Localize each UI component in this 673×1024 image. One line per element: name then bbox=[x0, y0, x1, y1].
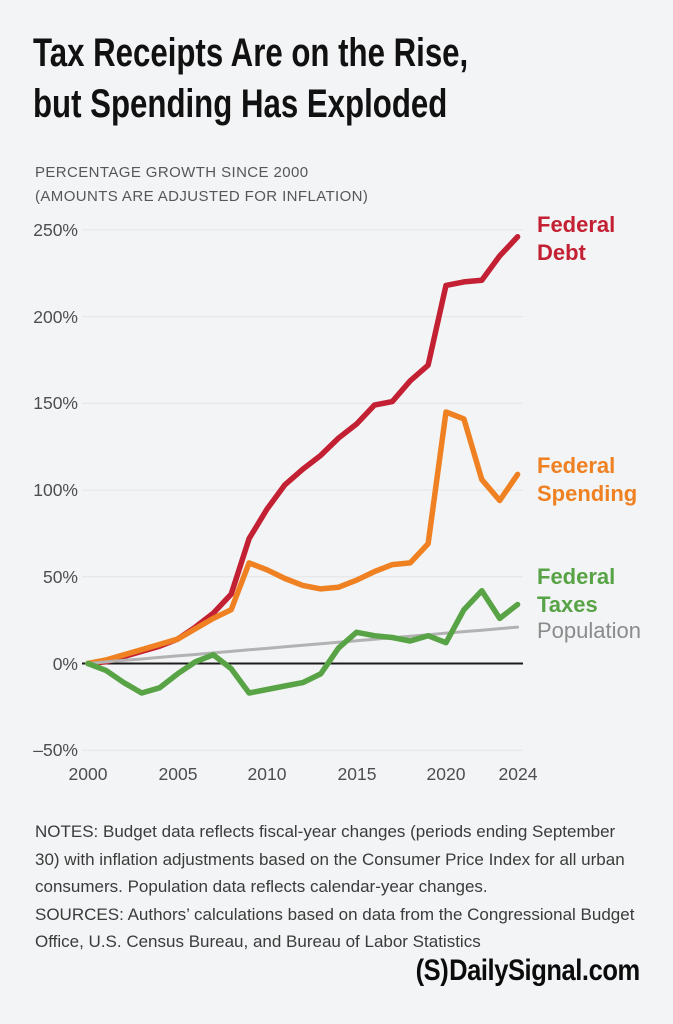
legend-label-line: Population bbox=[537, 618, 641, 643]
legend-population: Population bbox=[537, 617, 641, 645]
y-axis-tick-label: 250% bbox=[33, 219, 78, 240]
y-axis-tick-label: 150% bbox=[33, 393, 78, 414]
chart-subtitle: PERCENTAGE GROWTH SINCE 2000 (AMOUNTS AR… bbox=[35, 161, 368, 209]
legend-label-line: Spending bbox=[537, 481, 638, 506]
legend-label-line: Federal bbox=[537, 212, 616, 237]
y-axis-tick-label: 100% bbox=[33, 480, 78, 501]
legend-label-line: Taxes bbox=[537, 592, 598, 617]
x-axis-tick-label: 2000 bbox=[68, 764, 108, 784]
line-federal-spending bbox=[85, 409, 521, 667]
line-chart bbox=[82, 229, 523, 751]
chart-subtitle-line-2: (AMOUNTS ARE ADJUSTED FOR INFLATION) bbox=[35, 188, 369, 205]
daily-signal-s-icon: (S) bbox=[415, 954, 449, 987]
x-axis-tick-label: 2005 bbox=[158, 764, 198, 784]
daily-signal-logo: (S)DailySignal.com bbox=[415, 954, 641, 988]
legend-federal-spending: Federal Spending bbox=[537, 452, 637, 508]
legend-federal-taxes: Federal Taxes bbox=[537, 563, 615, 619]
notes-line: consumers. Population data reflects cale… bbox=[35, 877, 488, 896]
daily-signal-wordmark: DailySignal.com bbox=[449, 954, 640, 987]
line-federal-taxes bbox=[85, 587, 521, 696]
x-axis-tick-label: 2015 bbox=[337, 764, 377, 784]
notes-line: NOTES: Budget data reflects fiscal-year … bbox=[35, 822, 616, 841]
legend-label-line: Federal bbox=[537, 453, 616, 478]
y-axis-tick-label: –50% bbox=[33, 740, 78, 761]
page-title-line-1: Tax Receipts Are on the Rise, bbox=[33, 31, 469, 75]
x-axis-tick-label: 2024 bbox=[498, 764, 538, 784]
page-title-line-2: but Spending Has Exploded bbox=[33, 82, 448, 126]
x-axis-tick-label: 2020 bbox=[426, 764, 466, 784]
y-axis-tick-label: 50% bbox=[42, 566, 78, 587]
x-axis-tick-label: 2010 bbox=[247, 764, 287, 784]
notes-line: 30) with inflation adjustments based on … bbox=[35, 849, 625, 869]
chart-subtitle-line-1: PERCENTAGE GROWTH SINCE 2000 bbox=[35, 164, 309, 181]
legend-label-line: Federal bbox=[537, 564, 616, 589]
page-title: Tax Receipts Are on the Rise, but Spendi… bbox=[33, 28, 468, 130]
legend-federal-debt: Federal Debt bbox=[537, 211, 615, 267]
sources-line: SOURCES: Authors’ calculations based on … bbox=[35, 904, 635, 924]
y-axis-tick-label: 200% bbox=[33, 306, 78, 327]
line-population bbox=[86, 625, 520, 665]
legend-label-line: Debt bbox=[537, 240, 586, 265]
sources-line: Office, U.S. Census Bureau, and Bureau o… bbox=[35, 932, 481, 951]
y-axis-tick-label: 0% bbox=[52, 653, 78, 674]
line-federal-debt bbox=[85, 234, 521, 667]
notes-and-sources: NOTES: Budget data reflects fiscal-year … bbox=[35, 818, 655, 956]
